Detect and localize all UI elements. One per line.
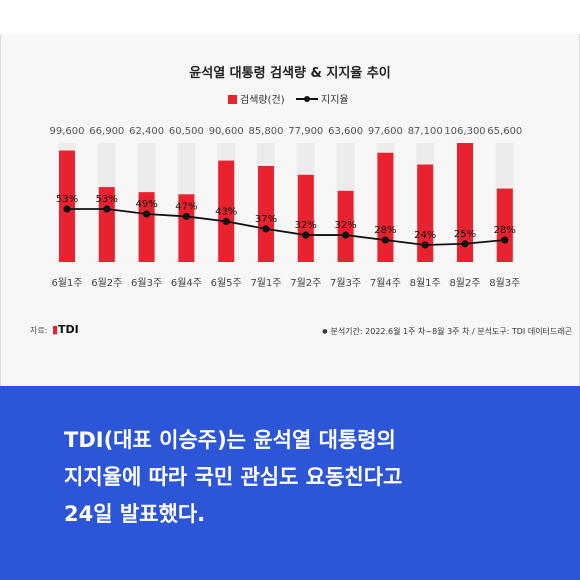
- x-tick-label-11: 8월2주: [449, 277, 480, 289]
- x-tick-label-10: 8월1주: [410, 277, 441, 289]
- caption-line-1: TDI(대표 이승주)는 윤석열 대통령의: [64, 428, 396, 452]
- source-label: 자료:: [30, 326, 48, 335]
- search-volume-bar-5: [218, 160, 235, 262]
- legend-swatch-bar: [228, 95, 237, 104]
- approval-point-8: [342, 231, 350, 239]
- search-volume-bar-4: [178, 194, 195, 262]
- chart-title: 윤석열 대통령 검색량 & 지지율 추이: [189, 66, 391, 81]
- x-tick-label-1: 6월1주: [51, 277, 82, 289]
- approval-label-2: 53%: [96, 194, 118, 205]
- approval-point-5: [222, 217, 230, 226]
- tdi-logo-text: TDI: [58, 323, 79, 336]
- search-volume-label-5: 90,600: [209, 126, 244, 137]
- approval-point-7: [302, 231, 310, 239]
- search-volume-label-2: 66,900: [89, 126, 124, 137]
- caption-line-2: 지지율에 따라 국민 관심도 요동친다고: [64, 465, 403, 489]
- tdi-logo-accent: ▮: [51, 323, 59, 336]
- search-volume-label-7: 77,900: [288, 126, 323, 137]
- search-volume-label-8: 63,600: [328, 126, 363, 137]
- approval-rating-line: [67, 208, 505, 246]
- approval-point-2: [103, 205, 111, 213]
- x-tick-label-4: 6월4주: [171, 277, 202, 289]
- approval-label-3: 49%: [135, 199, 157, 210]
- source-credit: 자료: ▮TDI: [30, 323, 79, 336]
- approval-label-11: 25%: [454, 229, 476, 240]
- x-tick-label-3: 6월3주: [131, 277, 162, 289]
- x-tick-label-2: 6월2주: [91, 277, 122, 289]
- legend-item-approval: 지지율: [296, 94, 349, 108]
- chart-plot: 99,600 6월1주 66,900 6월2주 62,400 6월3주 60,500 6월4주…: [50, 126, 523, 289]
- search-volume-bar-6: [258, 165, 274, 262]
- search-volume-label-11: 106,300: [444, 126, 485, 137]
- approval-point-12: [501, 236, 509, 244]
- search-volume-label-1: 99,600: [50, 126, 85, 137]
- approval-point-3: [143, 210, 151, 218]
- approval-label-7: 32%: [295, 220, 317, 231]
- x-tick-label-7: 7월2주: [290, 277, 321, 289]
- analysis-period-note: 분석기간: 2022.6월 1주 차~8월 3주 차 / 분석도구: TDI 데…: [322, 326, 572, 337]
- search-volume-label-12: 65,600: [487, 126, 522, 137]
- approval-point-11: [461, 240, 469, 248]
- x-tick-label-5: 6월5주: [211, 277, 242, 289]
- caption-panel: TDI(대표 이승주)는 윤석열 대통령의 지지율에 따라 국민 관심도 요동친…: [0, 386, 580, 580]
- approval-label-5: 43%: [215, 206, 237, 217]
- approval-label-10: 24%: [414, 230, 436, 241]
- approval-label-9: 28%: [374, 225, 396, 236]
- approval-label-8: 32%: [334, 220, 356, 231]
- top-margin: [0, 0, 580, 34]
- tdi-logo: ▮TDI: [52, 323, 79, 336]
- search-volume-bar-12: [496, 188, 513, 262]
- search-volume-bar-2: [98, 187, 115, 262]
- legend-label-approval: 지지율: [321, 95, 349, 106]
- approval-label-12: 28%: [494, 225, 516, 236]
- search-volume-label-3: 62,400: [129, 126, 164, 137]
- approval-label-6: 37%: [255, 214, 277, 225]
- caption-line-3: 24일 발표했다.: [64, 502, 206, 526]
- search-volume-bar-3: [138, 192, 155, 262]
- search-volume-bar-9: [377, 152, 394, 262]
- approval-point-1: [63, 205, 71, 213]
- x-tick-label-8: 7월3주: [330, 277, 361, 289]
- approval-label-4: 47%: [175, 201, 197, 212]
- approval-point-10: [421, 241, 429, 249]
- search-volume-bar-7: [297, 174, 314, 262]
- search-volume-label-6: 85,800: [249, 126, 284, 137]
- legend-label-search-volume: 검색량(건): [240, 95, 285, 106]
- approval-label-1: 53%: [56, 194, 78, 205]
- x-tick-label-12: 8월3주: [489, 277, 520, 289]
- x-tick-label-9: 7월4주: [370, 277, 401, 289]
- x-tick-label-6: 7월1주: [250, 277, 281, 289]
- search-volume-label-10: 87,100: [408, 126, 443, 137]
- approval-point-6: [262, 225, 270, 233]
- approval-point-4: [182, 212, 190, 221]
- search-volume-bar-11: [457, 143, 473, 262]
- search-volume-bar-10: [417, 164, 434, 262]
- approval-point-9: [381, 236, 389, 244]
- legend-item-search-volume: 검색량(건): [228, 94, 285, 108]
- legend-swatch-line: [296, 94, 318, 104]
- search-volume-label-9: 97,600: [368, 126, 403, 137]
- search-volume-bar-8: [337, 190, 354, 262]
- chart-legend: 검색량(건) 지지율: [0, 94, 580, 108]
- search-volume-label-4: 60,500: [169, 126, 204, 137]
